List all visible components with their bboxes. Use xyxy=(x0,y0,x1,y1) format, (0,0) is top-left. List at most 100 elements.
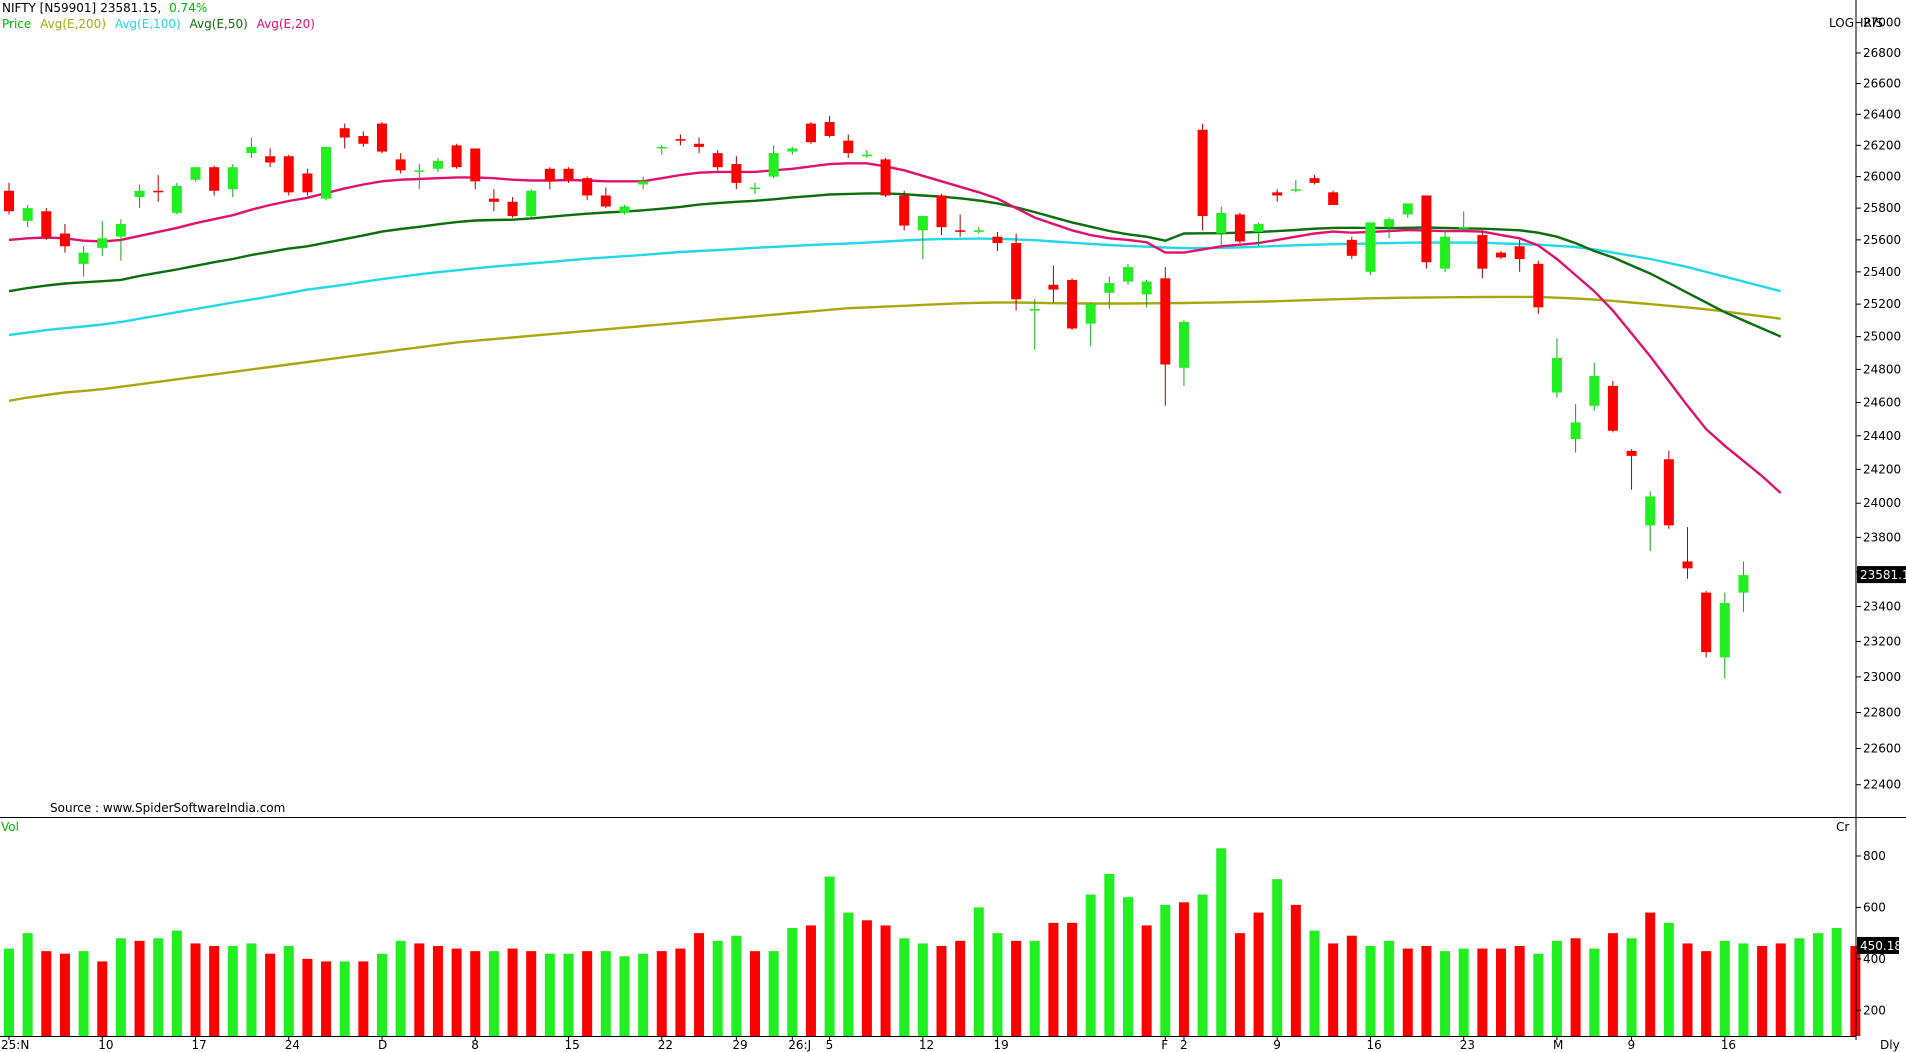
candle xyxy=(1682,527,1693,579)
volume-bar xyxy=(451,948,462,1036)
candle xyxy=(1458,211,1469,231)
volume-bar xyxy=(563,953,574,1036)
candle-body xyxy=(1104,283,1115,293)
candle xyxy=(1738,561,1749,612)
volume-bar xyxy=(1682,943,1693,1036)
candle-body xyxy=(973,230,984,232)
candle xyxy=(1663,450,1674,529)
candle xyxy=(582,176,593,201)
price-tick-label: 23200 xyxy=(1863,635,1901,649)
volume-bar xyxy=(731,935,742,1036)
price-tick-label: 25200 xyxy=(1863,297,1901,311)
candle xyxy=(992,231,1003,252)
time-tick-label: 9 xyxy=(1273,1038,1281,1052)
candle-body xyxy=(805,123,816,143)
candle-body xyxy=(1533,263,1544,308)
volume-bar xyxy=(171,930,182,1036)
price-tag-box xyxy=(1857,566,1906,584)
candle xyxy=(544,167,555,190)
volume-bar xyxy=(1402,948,1413,1036)
candle-body xyxy=(302,173,313,193)
candle xyxy=(358,131,369,147)
candle xyxy=(973,227,984,234)
volume-tick-label: 600 xyxy=(1863,900,1886,914)
candle xyxy=(1402,203,1413,218)
candle xyxy=(600,187,611,209)
volume-bar xyxy=(1701,951,1712,1036)
candle-body xyxy=(1309,178,1320,183)
candle xyxy=(1234,212,1245,244)
candle xyxy=(1104,276,1115,309)
candle xyxy=(1085,302,1096,347)
price-tick-label: 23800 xyxy=(1863,530,1901,544)
candle-body xyxy=(246,146,257,154)
indicator-legend: Price Avg(E,200) Avg(E,100) Avg(E,50) Av… xyxy=(2,17,320,31)
candle xyxy=(805,122,816,144)
candle-body xyxy=(638,181,649,185)
ema-line-3 xyxy=(8,162,1782,494)
candle-body xyxy=(1645,496,1656,526)
candle-body xyxy=(1701,592,1712,653)
time-tick-label: 19 xyxy=(993,1038,1008,1052)
volume-bar xyxy=(1328,943,1339,1036)
candle-body xyxy=(1421,195,1432,263)
legend-ema200: Avg(E,200) xyxy=(40,17,106,31)
volume-bar xyxy=(1738,943,1749,1036)
candle-body xyxy=(1458,227,1469,229)
volume-bar xyxy=(694,933,705,1036)
candle-body xyxy=(1048,284,1059,290)
candle xyxy=(899,190,910,231)
candle xyxy=(339,123,350,149)
candle-body xyxy=(97,238,108,248)
candle-body xyxy=(526,190,537,217)
candle xyxy=(712,150,723,171)
price-tick-label: 26800 xyxy=(1863,46,1901,60)
legend-ema20: Avg(E,20) xyxy=(256,17,315,31)
candle-body xyxy=(1607,385,1618,431)
volume-bar xyxy=(1719,940,1730,1036)
price-tag: 23581.1 xyxy=(1860,568,1906,582)
volume-bar xyxy=(1645,912,1656,1036)
candle-body xyxy=(656,146,667,149)
price-tick-label: 22400 xyxy=(1863,778,1901,792)
candle-body xyxy=(955,230,966,232)
candle xyxy=(78,246,89,277)
candle-body xyxy=(1328,192,1339,205)
volume-bar xyxy=(1234,933,1245,1036)
volume-bar xyxy=(1775,943,1786,1036)
time-tick-label: 2 xyxy=(1180,1038,1188,1052)
candle-body xyxy=(1365,222,1376,272)
price-tick-label: 26400 xyxy=(1863,107,1901,121)
volume-bar xyxy=(1440,951,1451,1036)
volume-bar xyxy=(1123,897,1133,1036)
volume-bar xyxy=(992,933,1003,1036)
volume-bar xyxy=(1197,894,1208,1036)
time-tick-label: 29 xyxy=(732,1038,747,1052)
candle-body xyxy=(1514,246,1525,260)
candle xyxy=(209,165,220,196)
volume-bar xyxy=(619,956,630,1036)
candle xyxy=(97,220,108,256)
candle xyxy=(1533,260,1544,314)
candle xyxy=(432,157,443,172)
candle-body xyxy=(41,211,52,237)
candle-body xyxy=(1440,236,1451,269)
source-text: Source : www.SpiderSoftwareIndia.com xyxy=(50,801,285,815)
candle-body xyxy=(1384,219,1395,228)
candle-body xyxy=(1029,308,1040,311)
time-tick-label: 17 xyxy=(192,1038,207,1052)
candle xyxy=(190,167,201,182)
volume-bar xyxy=(1104,874,1115,1036)
candle-body xyxy=(1682,561,1693,569)
price-tick-label: 22600 xyxy=(1863,741,1901,755)
log-label: LOG xyxy=(1829,16,1854,30)
volume-bar xyxy=(1533,953,1544,1036)
candle xyxy=(1365,222,1376,276)
volume-bar xyxy=(507,948,518,1036)
volume-bar xyxy=(1085,894,1096,1036)
candle xyxy=(563,167,574,183)
volume-bar xyxy=(1850,946,1861,1036)
time-tick-label: 26:J xyxy=(788,1038,811,1052)
candle-body xyxy=(227,167,238,190)
